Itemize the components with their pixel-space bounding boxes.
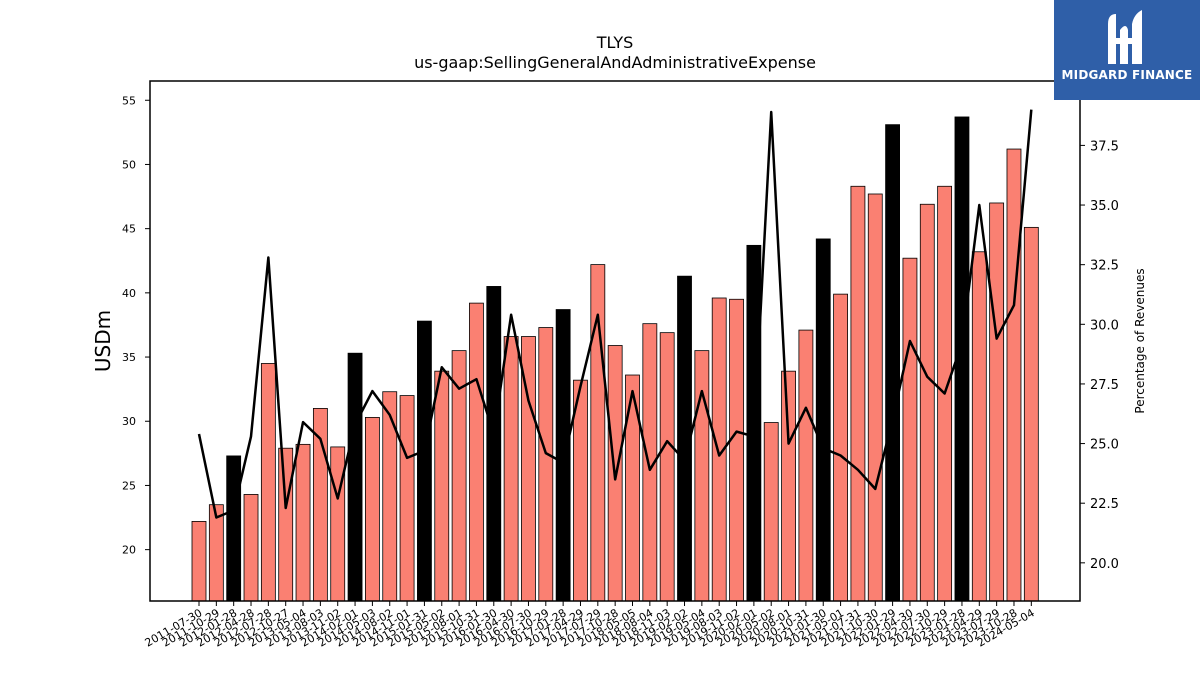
bar <box>538 327 554 602</box>
bar <box>971 251 987 602</box>
logo-text: MIDGARD FINANCE <box>1061 68 1193 82</box>
bar <box>815 238 831 602</box>
bar <box>243 494 259 602</box>
midgard-logo-icon <box>1108 10 1142 64</box>
y-axis-label: USDm <box>91 310 115 372</box>
y2-axis-label: Percentage of Revenues <box>1133 268 1147 413</box>
bar <box>503 336 519 602</box>
bar <box>850 185 866 602</box>
bar <box>399 395 415 602</box>
bar <box>1006 148 1022 602</box>
y-axis-left: 20 25 30 35 40 45 50 55 <box>122 94 150 557</box>
y-tick-label: 45 <box>122 223 136 236</box>
bar <box>1023 226 1039 602</box>
bar <box>902 257 918 602</box>
y-tick-label: 40 <box>122 287 136 300</box>
y2-tick-label: 20.0 <box>1090 557 1119 572</box>
y2-tick-label: 25.0 <box>1090 438 1119 453</box>
bar <box>208 504 224 602</box>
bar <box>694 350 710 602</box>
bars-layer <box>191 116 1039 602</box>
bar <box>989 202 1005 602</box>
bar <box>659 332 675 602</box>
bar <box>781 370 796 602</box>
y-tick-label: 50 <box>122 158 136 171</box>
bar <box>885 124 900 602</box>
bar <box>919 203 935 602</box>
y2-tick-label: 22.5 <box>1090 497 1119 512</box>
bar <box>798 329 814 602</box>
bar <box>469 302 484 602</box>
y-axis-right: 20.0 22.5 25.0 27.5 30.0 32.5 35.0 37.5 <box>1080 139 1119 572</box>
y2-tick-label: 35.0 <box>1090 199 1119 214</box>
pct-line-layer <box>197 109 1033 519</box>
bar <box>226 455 242 602</box>
midgard-finance-logo: MIDGARD FINANCE <box>1054 0 1200 100</box>
y-tick-label: 25 <box>122 479 136 492</box>
bar <box>417 320 432 602</box>
bar <box>278 447 294 602</box>
bar <box>295 443 311 602</box>
y-tick-label: 35 <box>122 351 136 364</box>
bar <box>555 309 571 602</box>
y-tick-label: 55 <box>122 94 136 107</box>
bar <box>347 352 363 602</box>
y-tick-label: 20 <box>122 544 136 557</box>
y2-tick-label: 30.0 <box>1090 318 1119 333</box>
y2-tick-label: 27.5 <box>1090 378 1119 393</box>
bar <box>364 416 380 602</box>
chart-title: TLYS <box>596 33 634 52</box>
bar <box>763 422 779 602</box>
bar <box>260 363 276 602</box>
bar <box>833 293 848 602</box>
y2-tick-label: 37.5 <box>1090 139 1119 154</box>
bar <box>867 193 883 602</box>
chart-subtitle: us-gaap:SellingGeneralAndAdministrativeE… <box>414 53 816 72</box>
bar <box>382 391 398 602</box>
bar <box>330 446 346 602</box>
y2-tick-label: 32.5 <box>1090 259 1119 274</box>
bar <box>486 286 502 602</box>
y-tick-label: 30 <box>122 415 136 428</box>
bar <box>729 298 744 602</box>
bar <box>191 521 207 602</box>
bar <box>434 370 450 602</box>
x-axis: 2011-07-302011-10-292012-01-282012-04-28… <box>143 601 1037 650</box>
